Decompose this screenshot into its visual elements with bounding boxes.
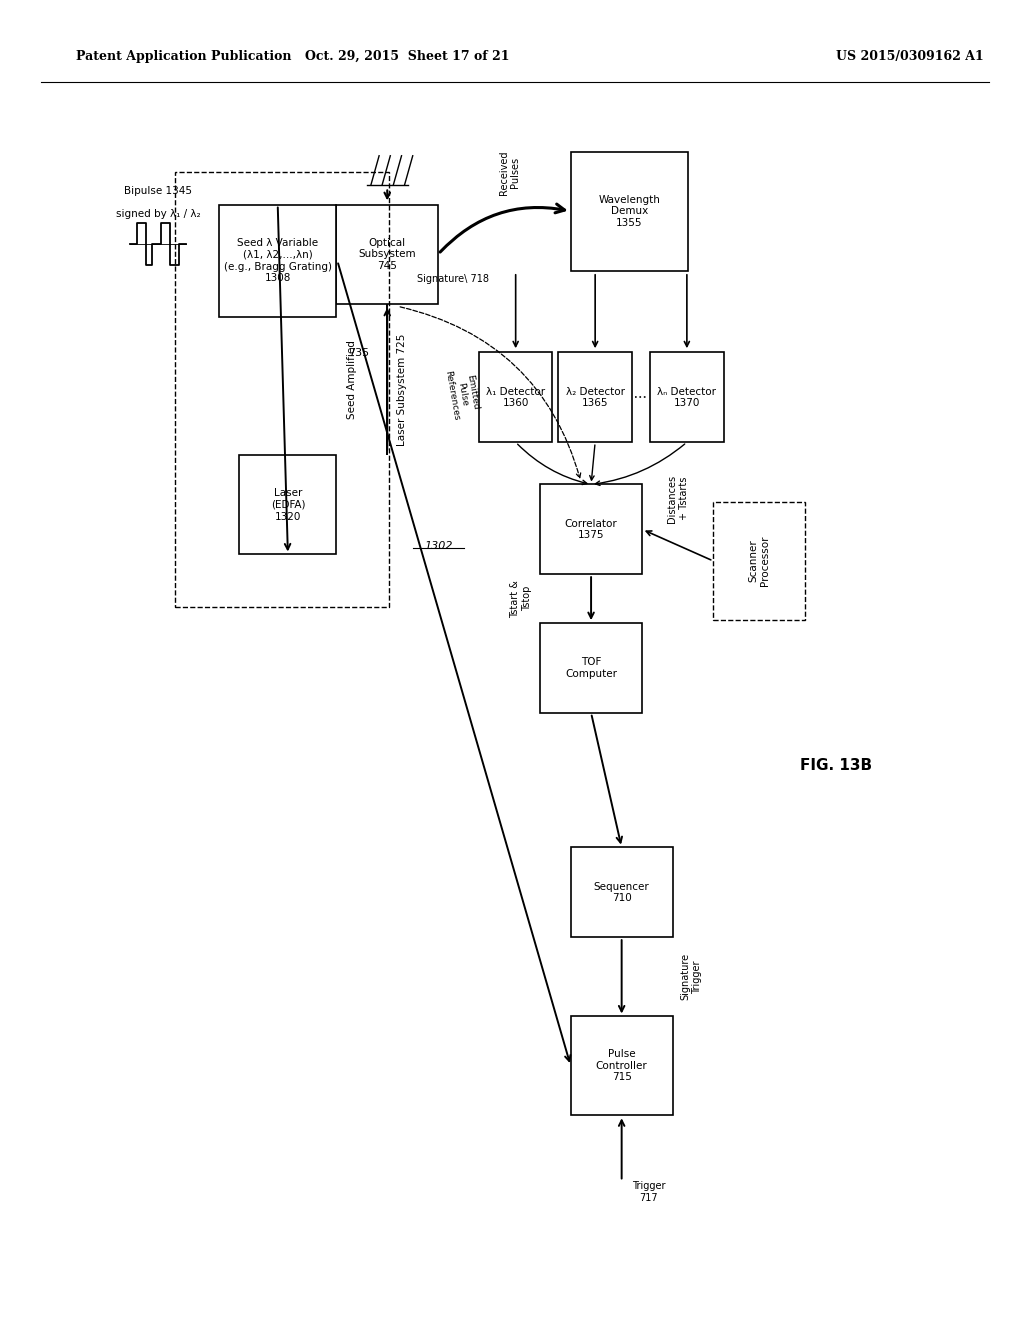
Text: Tstart &
Tstop: Tstart & Tstop	[510, 579, 532, 618]
Text: Distances
+ Tstarts: Distances + Tstarts	[667, 475, 688, 523]
Text: Received
Pulses: Received Pulses	[499, 150, 520, 195]
Text: Wavelength
Demux
1355: Wavelength Demux 1355	[598, 194, 660, 228]
Text: FIG. 13B: FIG. 13B	[800, 758, 871, 774]
Text: Scanner
Processor: Scanner Processor	[749, 536, 770, 586]
Text: Bipulse 1345: Bipulse 1345	[124, 186, 191, 197]
Text: Correlator
1375: Correlator 1375	[564, 519, 617, 540]
Text: Signature\ 718: Signature\ 718	[418, 275, 489, 284]
Text: 1302: 1302	[424, 541, 453, 552]
Text: TOF
Computer: TOF Computer	[565, 657, 617, 678]
Text: Signature
Trigger: Signature Trigger	[681, 953, 702, 1001]
Text: 735: 735	[348, 348, 369, 358]
Text: λₙ Detector
1370: λₙ Detector 1370	[657, 387, 717, 408]
Text: Optical
Subsystem
745: Optical Subsystem 745	[358, 238, 416, 271]
Text: Laser Subsystem 725: Laser Subsystem 725	[397, 333, 408, 446]
Text: Trigger
717: Trigger 717	[632, 1181, 666, 1203]
FancyBboxPatch shape	[240, 455, 336, 554]
FancyBboxPatch shape	[336, 205, 438, 304]
Text: λ₁ Detector
1360: λ₁ Detector 1360	[486, 387, 545, 408]
Text: λ₂ Detector
1365: λ₂ Detector 1365	[565, 387, 625, 408]
FancyBboxPatch shape	[479, 352, 552, 442]
FancyBboxPatch shape	[540, 484, 642, 574]
Text: Laser
(EDFA)
1320: Laser (EDFA) 1320	[270, 488, 305, 521]
FancyBboxPatch shape	[714, 502, 805, 620]
Text: Seed λ Variable
(λ1, λ2,...,λn)
(e.g., Bragg Grating)
1308: Seed λ Variable (λ1, λ2,...,λn) (e.g., B…	[223, 239, 332, 282]
Text: Patent Application Publication: Patent Application Publication	[77, 50, 292, 63]
FancyBboxPatch shape	[570, 847, 673, 937]
FancyBboxPatch shape	[570, 1016, 673, 1115]
Text: signed by λ₁ / λ₂: signed by λ₁ / λ₂	[116, 209, 201, 219]
FancyBboxPatch shape	[570, 152, 688, 271]
Text: Pulse
Controller
715: Pulse Controller 715	[596, 1049, 647, 1082]
Text: US 2015/0309162 A1: US 2015/0309162 A1	[836, 50, 983, 63]
Text: Sequencer
710: Sequencer 710	[594, 882, 649, 903]
Text: Seed Amplified: Seed Amplified	[347, 341, 356, 418]
FancyBboxPatch shape	[540, 623, 642, 713]
Text: Oct. 29, 2015  Sheet 17 of 21: Oct. 29, 2015 Sheet 17 of 21	[305, 50, 510, 63]
FancyBboxPatch shape	[650, 352, 724, 442]
Text: Emitted
Pulse
References: Emitted Pulse References	[443, 367, 481, 421]
FancyBboxPatch shape	[558, 352, 632, 442]
FancyBboxPatch shape	[219, 205, 336, 317]
